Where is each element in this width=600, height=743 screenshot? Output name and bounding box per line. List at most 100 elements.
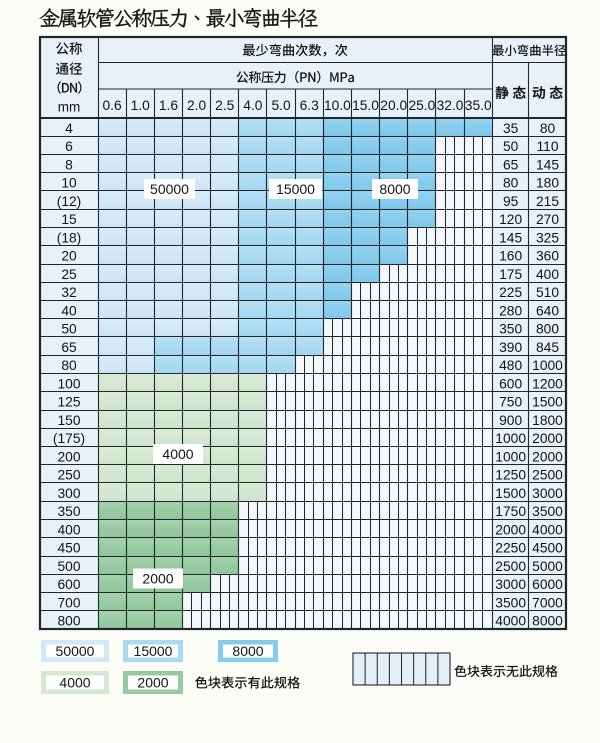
svg-text:4000: 4000 bbox=[162, 446, 193, 462]
svg-text:4000: 4000 bbox=[59, 675, 90, 691]
svg-text:35.0: 35.0 bbox=[465, 98, 492, 113]
svg-text:480: 480 bbox=[499, 358, 522, 373]
svg-text:80: 80 bbox=[61, 358, 77, 373]
svg-text:6.3: 6.3 bbox=[300, 98, 320, 113]
svg-text:325: 325 bbox=[536, 230, 559, 245]
svg-text:0.6: 0.6 bbox=[102, 98, 122, 113]
svg-text:270: 270 bbox=[536, 212, 559, 227]
svg-text:10: 10 bbox=[61, 176, 77, 191]
svg-text:280: 280 bbox=[499, 303, 522, 318]
svg-text:3500: 3500 bbox=[495, 595, 526, 610]
svg-text:145: 145 bbox=[499, 230, 522, 245]
svg-text:25: 25 bbox=[61, 267, 77, 282]
svg-text:2500: 2500 bbox=[495, 559, 526, 574]
svg-text:50: 50 bbox=[503, 139, 519, 154]
svg-text:2000: 2000 bbox=[142, 570, 173, 586]
svg-text:3500: 3500 bbox=[532, 504, 563, 519]
svg-text:4.0: 4.0 bbox=[243, 98, 263, 113]
svg-text:1250: 1250 bbox=[495, 468, 526, 483]
svg-text:4000: 4000 bbox=[495, 614, 526, 629]
svg-text:450: 450 bbox=[57, 541, 80, 556]
svg-text:1800: 1800 bbox=[532, 413, 563, 428]
svg-text:32: 32 bbox=[61, 285, 76, 300]
svg-text:65: 65 bbox=[503, 157, 519, 172]
svg-text:5000: 5000 bbox=[532, 559, 563, 574]
svg-text:50000: 50000 bbox=[150, 181, 189, 197]
svg-text:800: 800 bbox=[57, 614, 80, 629]
svg-text:4: 4 bbox=[65, 121, 73, 136]
svg-text:600: 600 bbox=[57, 577, 80, 592]
svg-text:65: 65 bbox=[61, 340, 77, 355]
svg-text:2.5: 2.5 bbox=[215, 98, 235, 113]
svg-text:2000: 2000 bbox=[495, 522, 526, 537]
svg-text:1750: 1750 bbox=[495, 504, 526, 519]
svg-text:2000: 2000 bbox=[532, 431, 563, 446]
svg-text:10.0: 10.0 bbox=[324, 98, 351, 113]
svg-text:15.0: 15.0 bbox=[352, 98, 379, 113]
svg-text:15000: 15000 bbox=[134, 643, 173, 659]
svg-text:350: 350 bbox=[499, 322, 522, 337]
svg-text:2000: 2000 bbox=[137, 675, 168, 691]
svg-text:510: 510 bbox=[536, 285, 559, 300]
svg-text:390: 390 bbox=[499, 340, 522, 355]
svg-text:145: 145 bbox=[536, 157, 559, 172]
svg-text:1000: 1000 bbox=[532, 358, 563, 373]
svg-text:mm: mm bbox=[58, 100, 81, 115]
svg-text:20: 20 bbox=[61, 249, 77, 264]
svg-text:1000: 1000 bbox=[495, 449, 526, 464]
svg-text:300: 300 bbox=[57, 486, 80, 501]
svg-text:95: 95 bbox=[503, 194, 519, 209]
svg-text:25.0: 25.0 bbox=[408, 98, 435, 113]
svg-text:4500: 4500 bbox=[532, 541, 563, 556]
svg-text:6000: 6000 bbox=[532, 577, 563, 592]
svg-text:360: 360 bbox=[536, 249, 559, 264]
svg-text:3000: 3000 bbox=[495, 577, 526, 592]
svg-text:160: 160 bbox=[499, 249, 522, 264]
svg-text:(175): (175) bbox=[53, 431, 85, 446]
svg-text:6: 6 bbox=[65, 139, 73, 154]
svg-text:120: 120 bbox=[499, 212, 522, 227]
svg-text:400: 400 bbox=[536, 267, 559, 282]
svg-text:110: 110 bbox=[537, 139, 559, 154]
svg-text:(12): (12) bbox=[57, 194, 82, 209]
svg-text:15000: 15000 bbox=[276, 181, 315, 197]
svg-text:8000: 8000 bbox=[232, 643, 263, 659]
svg-text:4000: 4000 bbox=[532, 522, 563, 537]
svg-text:500: 500 bbox=[57, 559, 80, 574]
svg-text:845: 845 bbox=[536, 340, 559, 355]
svg-text:32.0: 32.0 bbox=[437, 98, 464, 113]
svg-text:1200: 1200 bbox=[532, 376, 563, 391]
svg-text:50: 50 bbox=[61, 322, 77, 337]
svg-text:1.6: 1.6 bbox=[159, 98, 179, 113]
svg-text:2250: 2250 bbox=[495, 541, 526, 556]
svg-text:20.0: 20.0 bbox=[380, 98, 407, 113]
svg-text:35: 35 bbox=[503, 121, 519, 136]
svg-text:40: 40 bbox=[61, 303, 77, 318]
svg-text:700: 700 bbox=[57, 595, 80, 610]
svg-text:1.0: 1.0 bbox=[131, 98, 151, 113]
svg-text:250: 250 bbox=[57, 468, 80, 483]
svg-text:600: 600 bbox=[499, 376, 522, 391]
svg-text:640: 640 bbox=[536, 303, 559, 318]
svg-text:100: 100 bbox=[57, 376, 80, 391]
svg-text:5.0: 5.0 bbox=[271, 98, 291, 113]
svg-text:50000: 50000 bbox=[56, 643, 95, 659]
svg-text:2500: 2500 bbox=[532, 468, 563, 483]
svg-text:180: 180 bbox=[536, 176, 559, 191]
svg-text:215: 215 bbox=[536, 194, 559, 209]
svg-text:125: 125 bbox=[57, 395, 80, 410]
svg-text:8: 8 bbox=[65, 157, 73, 172]
svg-text:80: 80 bbox=[540, 121, 556, 136]
svg-text:225: 225 bbox=[499, 285, 522, 300]
svg-text:900: 900 bbox=[499, 413, 522, 428]
svg-text:15: 15 bbox=[61, 212, 77, 227]
svg-text:200: 200 bbox=[57, 449, 80, 464]
svg-text:800: 800 bbox=[536, 322, 559, 337]
svg-text:8000: 8000 bbox=[379, 181, 410, 197]
svg-text:2000: 2000 bbox=[532, 449, 563, 464]
svg-text:3000: 3000 bbox=[532, 486, 563, 501]
svg-text:1000: 1000 bbox=[495, 431, 526, 446]
svg-text:80: 80 bbox=[503, 176, 519, 191]
svg-text:1500: 1500 bbox=[532, 395, 563, 410]
svg-text:150: 150 bbox=[57, 413, 80, 428]
